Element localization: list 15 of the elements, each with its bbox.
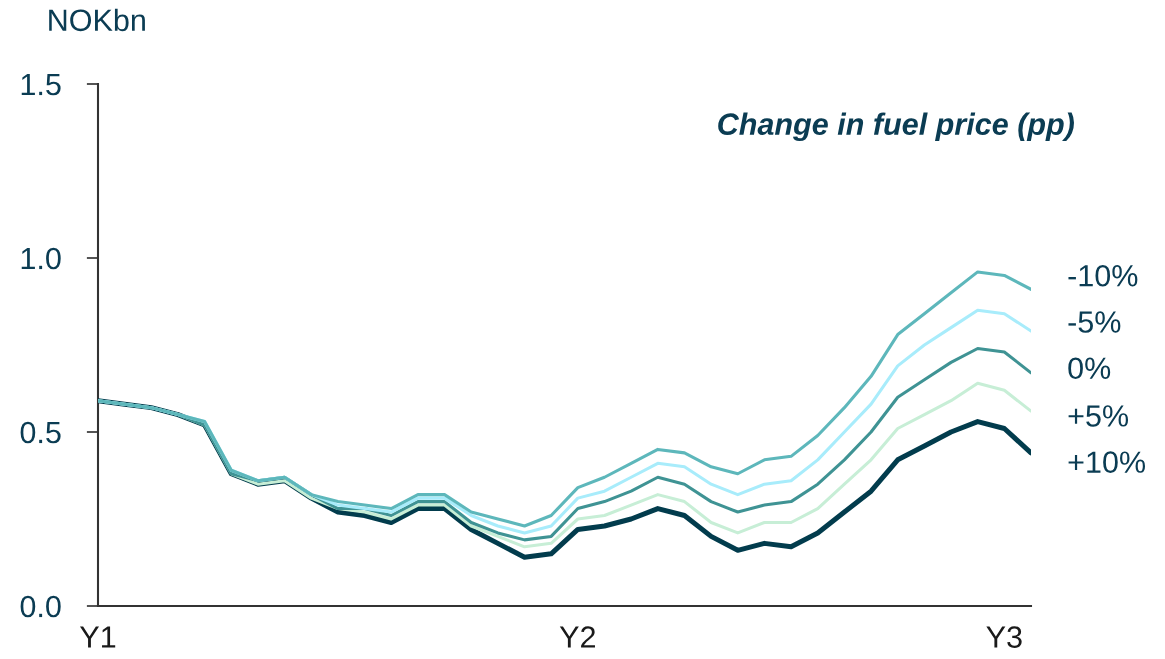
y-tick-label: 1.5 (21, 74, 61, 96)
series-label: +10% (1068, 451, 1146, 473)
y-tick-label: 0.0 (20, 595, 61, 618)
y-tick-label: 0.5 (20, 421, 61, 444)
y-tick-label: 1.0 (21, 247, 61, 270)
x-tick-label: Y3 (986, 626, 1022, 648)
series-label: 0% (1068, 357, 1111, 380)
line-series (98, 270, 1031, 528)
x-tick-label: Y2 (559, 626, 595, 648)
series-label: -10% (1068, 264, 1138, 287)
x-tick-label: Y1 (79, 626, 116, 648)
y-axis-title: NOKbn (49, 8, 145, 32)
series-label: +5% (1068, 405, 1129, 427)
legend-title: Change in fuel price (pp) (718, 112, 1074, 142)
series-label: -5% (1068, 311, 1121, 333)
